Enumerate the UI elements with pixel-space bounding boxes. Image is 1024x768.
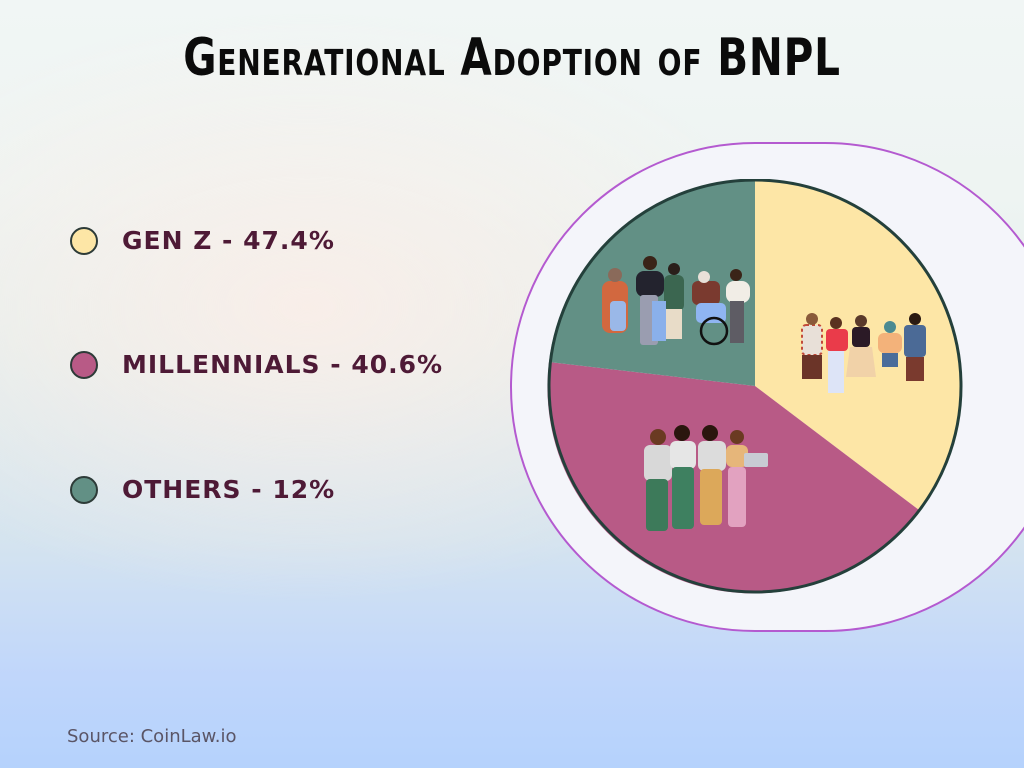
family-illustration-icon (602, 256, 750, 346)
legend-dot-gen-z-icon (70, 226, 98, 255)
source-citation: Source: CoinLaw.io (67, 726, 237, 747)
legend-item-gen-z: GEN Z - 47.4% (70, 226, 335, 255)
legend-item-millennials: MILLENNIALS - 40.6% (70, 350, 443, 379)
legend-label-gen-z: GEN Z - 47.4% (122, 226, 335, 255)
legend-dot-others-icon (70, 475, 98, 504)
millennials-selfie-illustration-icon (644, 425, 768, 531)
legend-label-others: OTHERS - 12% (122, 475, 336, 504)
chart-title: Generational Adoption of BNPL (183, 28, 841, 88)
pie-chart (547, 179, 963, 594)
legend-dot-millennials-icon (70, 350, 98, 379)
legend-item-others: OTHERS - 12% (70, 475, 335, 504)
gen-z-cheering-illustration-icon (801, 313, 926, 393)
legend-label-millennials: MILLENNIALS - 40.6% (122, 350, 444, 379)
